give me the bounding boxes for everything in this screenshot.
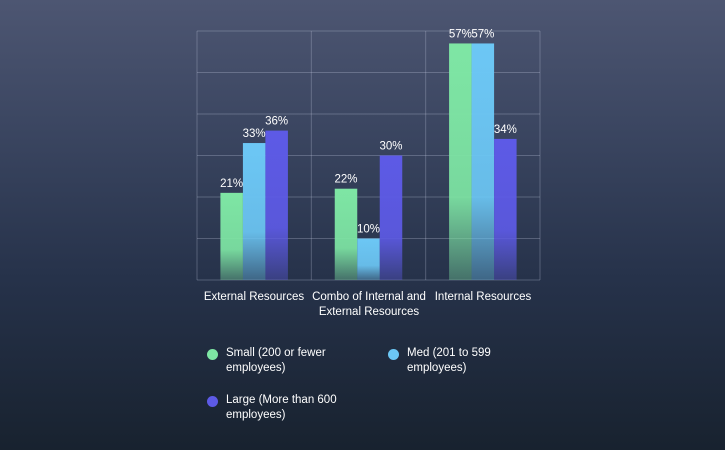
- value-label-0-2: 36%: [265, 116, 288, 128]
- chart-value-labels: 21% 33%36% 22% 10% 30% 57% 57% 34%: [220, 28, 517, 235]
- bar-0-2: [265, 130, 288, 280]
- value-label-0-1: 33%: [243, 128, 266, 140]
- bar-1-0: [334, 188, 358, 280]
- bar-0-0: [220, 192, 243, 280]
- value-label-2-0: 57%: [449, 28, 472, 40]
- bar-2-2: [494, 138, 517, 280]
- legend-item-large: Large (More than 600 employees): [207, 393, 366, 423]
- bar-2-0: [449, 43, 472, 281]
- bar-0-1: [242, 143, 266, 280]
- value-label-0-0: 21%: [220, 178, 243, 190]
- legend-label-med: Med (201 to 599 employees): [407, 347, 491, 374]
- bar-1-2: [379, 155, 403, 280]
- category-label-0: External Resources: [203, 291, 305, 303]
- legend-item-med: Med (201 to 599 employees): [388, 346, 547, 376]
- value-label-2-2: 34%: [494, 124, 517, 136]
- legend-label-small: Small (200 or fewer employees): [226, 347, 326, 374]
- value-label-1-2: 30%: [379, 141, 402, 153]
- legend-swatch-large: [207, 396, 218, 407]
- value-label-1-0: 22%: [334, 174, 357, 186]
- category-label-2: Internal Resources: [434, 291, 532, 303]
- legend-item-small: Small (200 or fewer employees): [207, 346, 366, 376]
- category-label-1: Combo of Internal and External Resources: [312, 291, 426, 318]
- value-label-2-1: 57%: [471, 28, 494, 40]
- chart-bars: [220, 43, 517, 281]
- bar-1-1: [357, 238, 380, 280]
- value-label-1-1: 10%: [357, 224, 380, 236]
- legend-swatch-small: [207, 349, 218, 360]
- bar-2-1: [471, 43, 495, 281]
- legend-label-large: Large (More than 600 employees): [226, 394, 337, 421]
- legend-swatch-med: [388, 349, 399, 360]
